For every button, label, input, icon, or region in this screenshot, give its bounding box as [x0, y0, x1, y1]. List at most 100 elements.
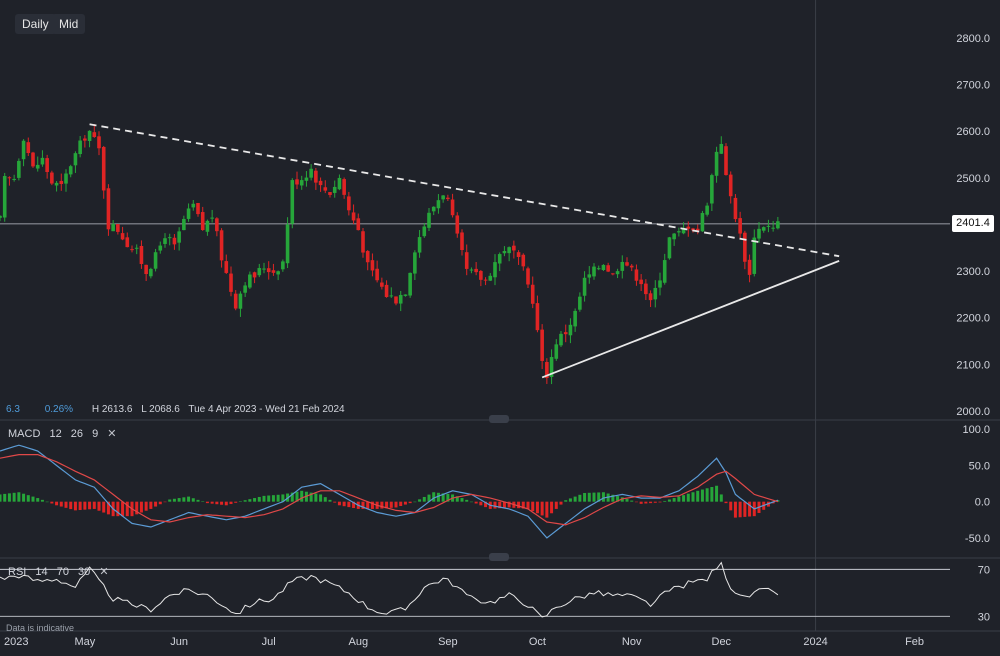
candle-body — [167, 237, 172, 239]
macd-histogram-bar — [597, 492, 601, 502]
macd-histogram-bar — [625, 498, 629, 502]
macd-histogram-bar — [45, 501, 49, 503]
macd-histogram-bar — [474, 501, 478, 504]
candle-body — [512, 245, 516, 251]
stats-date-range: Tue 4 Apr 2023 - Wed 21 Feb 2024 — [188, 404, 345, 415]
macd-histogram-bar — [144, 501, 148, 511]
macd-histogram-bar — [323, 497, 327, 502]
candle-body — [757, 228, 761, 239]
candle-body — [248, 274, 252, 288]
macd-histogram-bar — [187, 496, 191, 502]
macd-histogram-bar — [319, 494, 323, 502]
macd-histogram-bar — [667, 499, 671, 502]
candle-body — [323, 187, 328, 191]
candle-body — [479, 271, 483, 280]
macd-histogram-bar — [479, 501, 483, 506]
macd-histogram-bar — [121, 501, 125, 517]
macd-histogram-bar — [620, 497, 624, 502]
macd-close-icon[interactable]: ✕ — [107, 428, 117, 440]
macd-histogram-bar — [460, 498, 464, 502]
candle-body — [120, 233, 125, 240]
macd-histogram-bar — [64, 501, 68, 508]
macd-histogram-bar — [418, 499, 422, 502]
candle-body — [431, 206, 436, 212]
macd-histogram-bar — [238, 501, 242, 502]
macd-histogram-bar — [748, 501, 752, 517]
candle-body — [304, 177, 309, 181]
candle-body — [441, 195, 445, 200]
macd-histogram-bar — [271, 495, 275, 502]
candle-body — [2, 176, 7, 218]
timeframe-button[interactable]: Daily — [15, 14, 56, 34]
rsi-close-icon[interactable]: ✕ — [99, 566, 109, 578]
candle-body — [158, 245, 163, 251]
candle-body — [592, 266, 596, 277]
candle-body — [266, 268, 271, 273]
macd-line — [0, 444, 779, 539]
macd-histogram-bar — [738, 501, 742, 518]
macd-histogram-bar — [12, 492, 16, 502]
candle-body — [337, 177, 342, 190]
macd-histogram-bar — [370, 501, 374, 509]
time-axis-tick: Jun — [170, 636, 188, 648]
candle-body — [611, 273, 615, 275]
macd-histogram-bar — [309, 492, 313, 502]
candle-body — [149, 268, 153, 277]
candle-body — [139, 245, 144, 264]
candle-body — [243, 285, 247, 293]
candle-body — [177, 231, 181, 243]
macd-histogram-bar — [639, 501, 643, 504]
candle-body — [87, 130, 92, 141]
candle-body — [606, 265, 610, 272]
candle-body — [705, 205, 709, 215]
macd-histogram-bar — [224, 501, 228, 506]
candle-body — [40, 157, 45, 165]
time-axis-tick: Aug — [348, 636, 368, 648]
pane-resize-handle[interactable] — [489, 415, 509, 423]
candle-body — [163, 238, 167, 244]
candle-body — [724, 146, 728, 176]
macd-histogram-bar — [40, 499, 44, 502]
price-axis-tick: 2800.0 — [956, 33, 990, 45]
price-axis-tick: 2300.0 — [956, 266, 990, 278]
candle-body — [224, 261, 229, 273]
stats-left-value: 6.3 — [6, 404, 20, 415]
candle-body — [761, 227, 766, 231]
candle-body — [271, 270, 276, 273]
macd-histogram-bar — [0, 494, 2, 502]
candle-body — [563, 332, 568, 335]
macd-histogram-bar — [102, 501, 106, 513]
candle-body — [573, 310, 577, 327]
macd-histogram-bar — [163, 501, 167, 503]
macd-histogram-bar — [88, 501, 92, 510]
candle-body — [130, 249, 134, 251]
time-axis-tick: May — [74, 636, 95, 648]
candle-body — [191, 203, 196, 208]
macd-histogram-bar — [243, 500, 247, 502]
macd-histogram-bar — [295, 491, 299, 502]
macd-histogram-bar — [182, 497, 186, 502]
macd-histogram-bar — [55, 501, 59, 506]
candle-body — [26, 142, 31, 154]
stats-low: L 2068.6 — [141, 404, 180, 415]
macd-histogram-bar — [559, 501, 563, 505]
candle-body — [540, 329, 544, 361]
macd-histogram-bar — [493, 501, 497, 509]
candle-body — [182, 218, 186, 231]
candle-body — [97, 136, 101, 149]
macd-histogram-bar — [196, 499, 200, 502]
pane-resize-handle[interactable] — [489, 553, 509, 561]
macd-histogram-bar — [587, 492, 591, 502]
candle-body — [314, 170, 318, 183]
price-type-button[interactable]: Mid — [52, 14, 86, 34]
last-price-tag: 2401.4 — [952, 215, 994, 233]
candle-body — [45, 158, 49, 173]
macd-histogram-bar — [521, 501, 525, 509]
candle-body — [394, 296, 398, 304]
macd-histogram-bar — [135, 501, 139, 515]
candle-body — [469, 269, 474, 271]
rsi-param: 70 — [56, 566, 69, 578]
macd-histogram-bar — [300, 490, 304, 502]
